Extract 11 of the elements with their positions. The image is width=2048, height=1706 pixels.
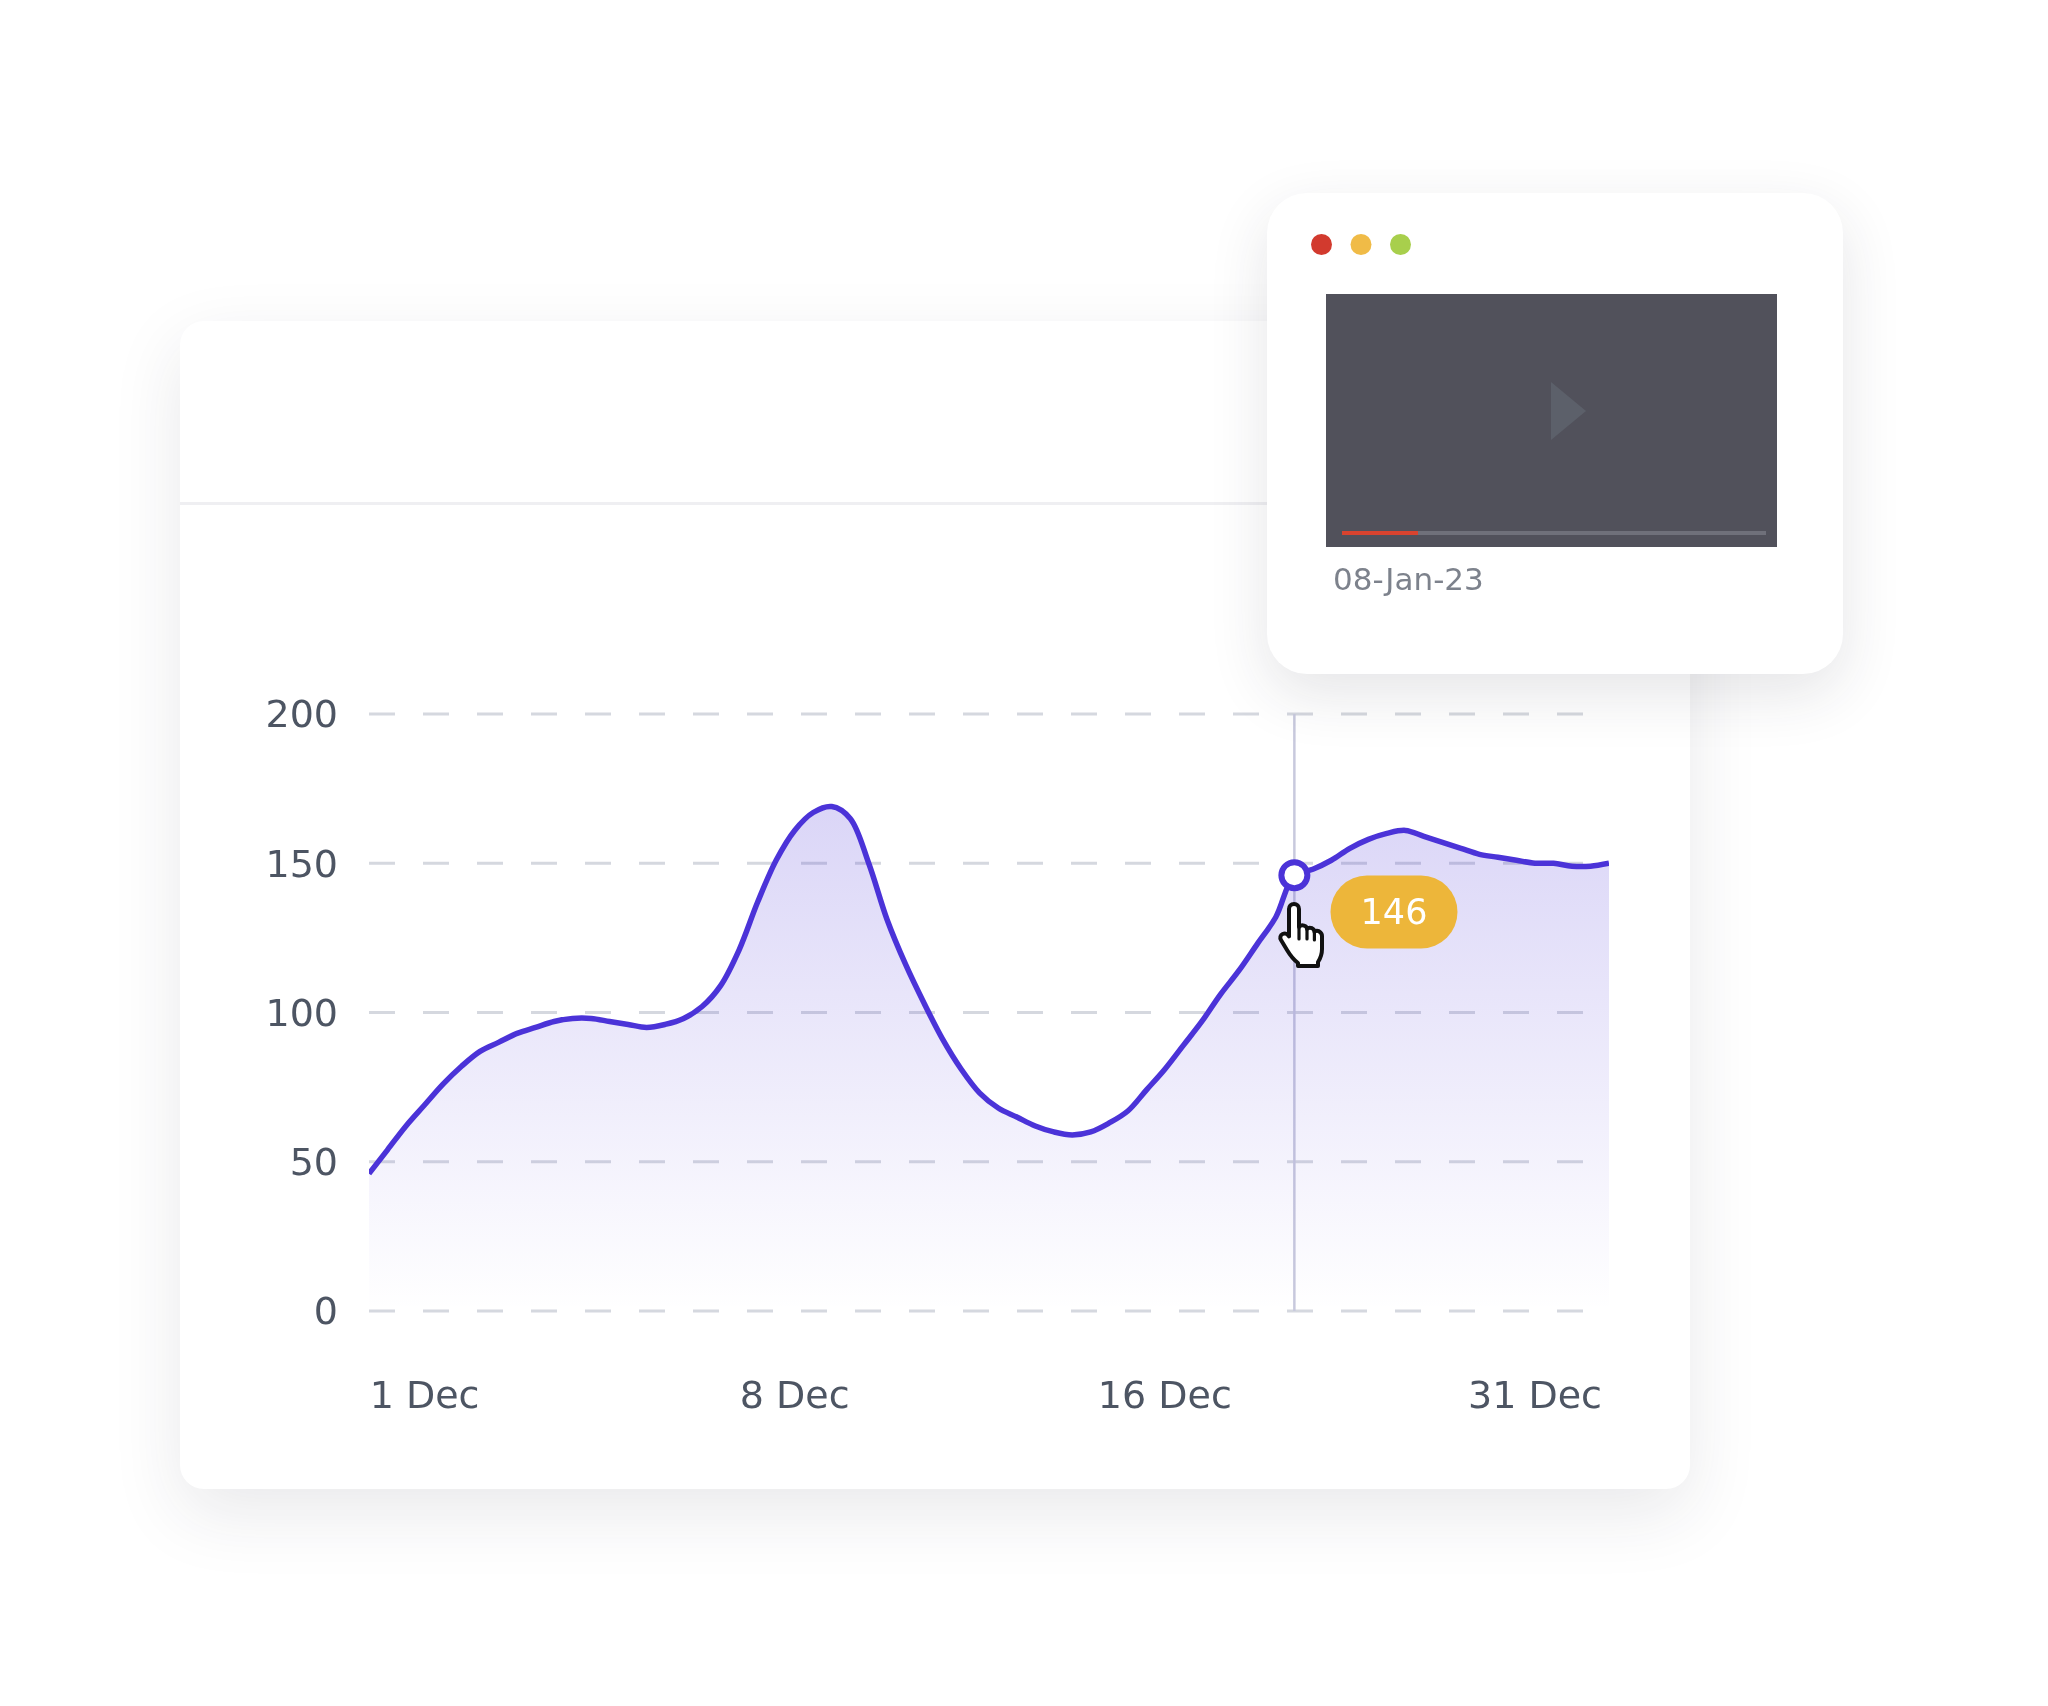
x-tick-label: 31 Dec: [1467, 1373, 1602, 1417]
y-tick-label: 100: [265, 990, 338, 1035]
y-tick-label: 200: [265, 692, 338, 737]
data-label: 146: [1360, 892, 1428, 932]
y-tick-label: 150: [265, 841, 338, 886]
video-window: 08-Jan-23: [1267, 193, 1843, 674]
x-tick-label: 8 Dec: [739, 1373, 850, 1417]
x-tick-label: 16 Dec: [1097, 1373, 1232, 1417]
y-tick-label: 50: [289, 1140, 338, 1185]
y-tick-label: 0: [313, 1289, 338, 1334]
x-tick-label: 1 Dec: [369, 1373, 480, 1417]
